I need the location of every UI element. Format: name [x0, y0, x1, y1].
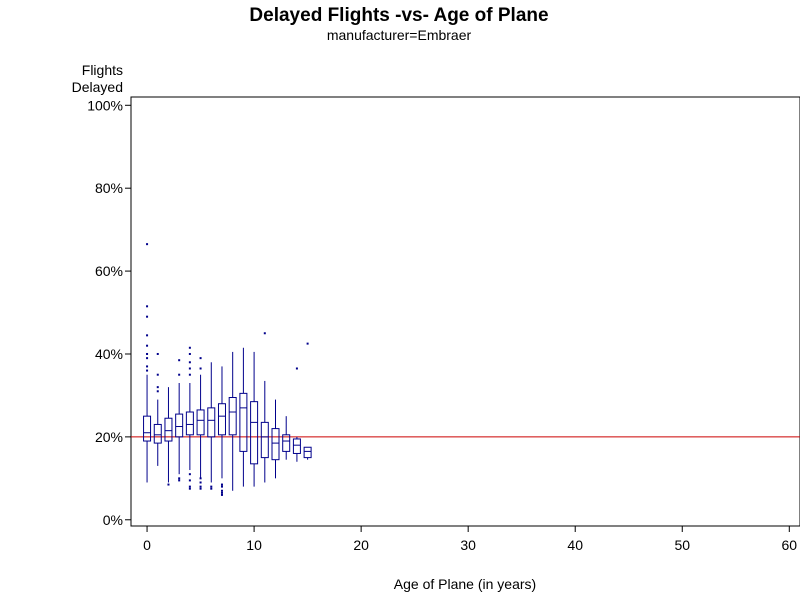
box-age-11 [260, 332, 269, 483]
outlier-point [188, 361, 191, 364]
outlier-point [188, 473, 191, 476]
outlier-point [178, 477, 181, 480]
outlier-point [188, 367, 191, 370]
iqr-box [303, 446, 312, 459]
box-age-7 [217, 366, 226, 496]
outlier-point [188, 373, 191, 376]
x-axis-label: Age of Plane (in years) [394, 576, 536, 592]
outlier-point [188, 352, 191, 355]
x-tick-label: 40 [567, 537, 583, 553]
outlier-point [178, 373, 181, 376]
outlier-point [199, 487, 202, 490]
box-age-13 [282, 416, 291, 460]
iqr-box [153, 423, 162, 444]
box-age-6 [207, 362, 216, 490]
outlier-point [146, 357, 149, 360]
iqr-box [260, 421, 269, 459]
outlier-point [220, 489, 223, 492]
iqr-box [164, 417, 173, 442]
y-tick-label: 20% [95, 429, 123, 445]
chart-title: Delayed Flights -vs- Age of Plane [249, 5, 548, 26]
outlier-point [295, 367, 298, 370]
x-tick-label: 30 [460, 537, 476, 553]
outlier-point [167, 483, 170, 486]
outlier-point [199, 481, 202, 484]
iqr-box [271, 428, 280, 461]
outlier-point [188, 485, 191, 488]
iqr-box [228, 397, 237, 436]
box-age-0 [143, 243, 152, 483]
outlier-point [210, 485, 213, 488]
iqr-box [250, 401, 259, 465]
outlier-point [220, 491, 223, 494]
outlier-point [263, 332, 266, 335]
box-age-12 [271, 399, 280, 479]
outlier-point [220, 485, 223, 488]
iqr-box [292, 438, 301, 454]
iqr-box [217, 403, 226, 436]
box-age-9 [239, 347, 248, 487]
iqr-box [185, 411, 194, 436]
y-axis-label-line1: Flights [82, 62, 123, 78]
x-tick-label: 0 [143, 537, 151, 553]
outlier-point [146, 369, 149, 372]
box-age-14 [292, 367, 301, 462]
y-tick-label: 100% [87, 97, 123, 113]
outlier-point [188, 479, 191, 482]
outlier-point [199, 485, 202, 488]
plot-area-frame [130, 96, 800, 527]
box-age-2 [164, 387, 173, 486]
iqr-box [143, 415, 152, 442]
outlier-point [220, 493, 223, 496]
box-age-3 [175, 359, 184, 482]
box-age-5 [196, 357, 205, 490]
outlier-point [156, 352, 159, 355]
outlier-point [188, 346, 191, 349]
box-age-4 [185, 346, 194, 490]
y-tick-label: 60% [95, 263, 123, 279]
box-age-1 [153, 352, 162, 466]
box-series-layer [143, 243, 312, 496]
outlier-point [210, 487, 213, 490]
x-tick-label: 10 [246, 537, 262, 553]
x-tick-label: 60 [782, 537, 798, 553]
outlier-point [199, 367, 202, 370]
outlier-point [146, 365, 149, 368]
box-age-15 [303, 342, 312, 460]
outlier-point [156, 373, 159, 376]
chart-subtitle: manufacturer=Embraer [327, 27, 472, 43]
outlier-point [178, 359, 181, 362]
outlier-point [306, 342, 309, 345]
outlier-point [188, 487, 191, 490]
y-axis-label-line2: Delayed [72, 79, 123, 95]
outlier-point [178, 479, 181, 482]
axis-ticks-layer: 0 10 20 30 40 50 60 0% 20% 40% 60% 80% 100% [87, 97, 797, 553]
iqr-box [239, 392, 248, 452]
outlier-point [146, 315, 149, 318]
y-tick-label: 80% [95, 180, 123, 196]
outlier-point [146, 305, 149, 308]
outlier-point [199, 357, 202, 360]
outlier-point [146, 352, 149, 355]
iqr-box [196, 409, 205, 436]
outlier-point [146, 243, 149, 246]
x-tick-label: 20 [353, 537, 369, 553]
iqr-box [207, 407, 216, 438]
outlier-point [220, 483, 223, 486]
outlier-point [199, 477, 202, 480]
outlier-point [146, 344, 149, 347]
y-tick-label: 0% [103, 512, 123, 528]
box-age-10 [250, 351, 259, 487]
outlier-point [156, 390, 159, 393]
iqr-box [282, 434, 291, 452]
outlier-point [156, 386, 159, 389]
y-tick-label: 40% [95, 346, 123, 362]
x-tick-label: 50 [674, 537, 690, 553]
outlier-point [146, 334, 149, 337]
box-age-8 [228, 351, 237, 491]
iqr-box [175, 413, 184, 438]
